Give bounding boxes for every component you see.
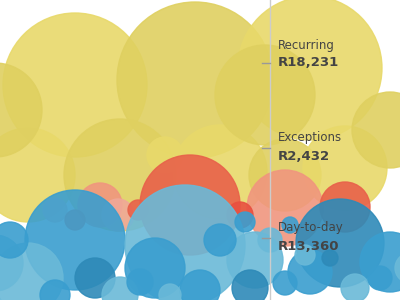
Circle shape [352,92,400,168]
Circle shape [125,238,185,298]
Circle shape [227,202,253,228]
Circle shape [127,269,153,295]
Circle shape [303,126,387,210]
Circle shape [296,199,384,287]
Circle shape [232,270,268,300]
Circle shape [102,199,134,231]
Text: R18,231: R18,231 [278,56,339,70]
Circle shape [102,277,138,300]
Circle shape [147,137,183,173]
Text: R13,360: R13,360 [278,239,340,253]
Circle shape [295,245,315,265]
Circle shape [320,182,370,232]
Circle shape [368,266,392,290]
Circle shape [65,210,85,230]
Circle shape [341,274,369,300]
Circle shape [0,128,75,222]
Circle shape [235,212,255,232]
Circle shape [360,232,400,292]
Circle shape [159,284,181,300]
Circle shape [0,243,63,300]
Circle shape [40,280,70,300]
Circle shape [128,200,148,220]
Circle shape [0,235,23,291]
Circle shape [64,119,176,231]
Text: Recurring: Recurring [278,38,335,52]
Circle shape [215,45,315,145]
Circle shape [75,258,115,298]
Text: R2,432: R2,432 [278,149,330,163]
Circle shape [140,155,240,255]
Circle shape [395,253,400,283]
Circle shape [173,125,267,219]
Circle shape [78,183,122,227]
Circle shape [0,63,42,157]
Circle shape [249,139,321,211]
Circle shape [180,270,220,300]
Circle shape [3,13,147,157]
Circle shape [227,232,283,288]
Circle shape [117,2,273,158]
Circle shape [204,224,236,256]
Circle shape [322,250,338,266]
Circle shape [0,222,28,258]
Circle shape [125,185,245,300]
Circle shape [273,271,297,295]
Text: Day-to-day: Day-to-day [278,221,344,235]
Circle shape [282,217,298,233]
Text: Exceptions: Exceptions [278,131,342,145]
Circle shape [43,198,67,222]
Circle shape [247,170,323,246]
Circle shape [288,250,332,294]
Circle shape [258,228,282,252]
Circle shape [238,0,382,140]
Circle shape [25,190,125,290]
